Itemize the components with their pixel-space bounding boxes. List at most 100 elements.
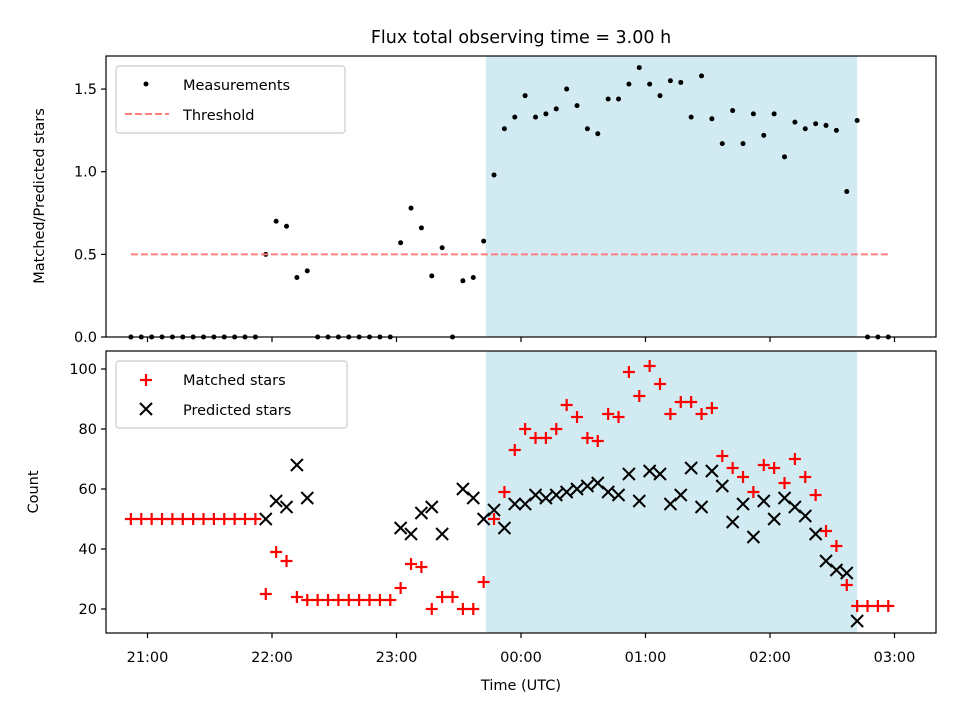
measurement-point [553, 106, 559, 112]
matched-point [446, 591, 459, 603]
shaded-region [485, 56, 858, 337]
matched-point [373, 594, 386, 606]
measurement-point [273, 218, 279, 224]
measurement-point [533, 114, 539, 120]
predicted-point [829, 563, 844, 577]
measurement-point [543, 111, 549, 117]
matched-point [135, 513, 148, 525]
measurement-point [813, 121, 819, 127]
measurement-point [418, 225, 424, 231]
measurement-point [719, 141, 725, 147]
measurement-point [792, 119, 798, 125]
matched-point [156, 513, 169, 525]
measurement-point [439, 245, 445, 251]
predicted-point [497, 521, 512, 535]
matched-point [197, 513, 210, 525]
measurement-point [522, 93, 528, 99]
bottom-panel: 20 40 60 80 100 21:00 22:00 23:00 00:00 01:00 02:… [26, 350, 937, 694]
matched-point [529, 432, 542, 444]
matched-point [581, 432, 594, 444]
measurement-point [636, 65, 642, 71]
matched-point [622, 366, 635, 378]
measurement-point [574, 103, 580, 109]
y-tick-label: 1.0 [74, 165, 97, 181]
y-tick-label: 20 [79, 602, 97, 618]
legend-predicted-label: Predicted stars [183, 403, 291, 419]
matched-point [830, 540, 843, 552]
measurement-point [460, 278, 466, 284]
matched-point [384, 594, 397, 606]
predicted-point [404, 527, 418, 541]
measurement-point [584, 126, 590, 132]
bottom-panel-y-label: Count [26, 470, 42, 513]
predicted-point [611, 488, 626, 502]
matched-point [436, 591, 449, 603]
predicted-point [279, 500, 294, 514]
measurement-point [294, 274, 300, 280]
measurement-point [501, 126, 507, 132]
measurement-point [688, 114, 694, 120]
legend-predicted-marker [139, 402, 153, 416]
predicted-point [601, 485, 615, 499]
measurement-point [667, 78, 673, 84]
shaded-region [485, 351, 858, 633]
predicted-point [715, 479, 729, 493]
top-panel: 0.0 0.5 1.0 1.5 Matched/Predicted stars Mea… [32, 55, 937, 346]
matched-point [591, 435, 604, 447]
predicted-point [757, 494, 771, 508]
x-tick-label: 01:00 [625, 650, 667, 666]
matched-point [342, 594, 355, 606]
matched-point [747, 486, 760, 498]
matched-point [757, 459, 770, 471]
top-panel-y-label: Matched/Predicted stars [32, 108, 48, 284]
predicted-point [435, 527, 449, 541]
predicted-point [259, 512, 273, 526]
matched-point [218, 513, 231, 525]
measurement-point [616, 96, 622, 102]
predicted-point [653, 467, 667, 481]
predicted-point [705, 464, 719, 478]
matched-point [301, 594, 314, 606]
matched-point [602, 408, 615, 420]
matched-point [249, 513, 262, 525]
matched-point [270, 546, 283, 558]
predicted-point [290, 458, 304, 472]
matched-point [467, 603, 480, 615]
measurement-point [408, 205, 414, 211]
matched-point [145, 513, 158, 525]
matched-point [425, 603, 438, 615]
matched-point [654, 378, 667, 390]
measurement-point [699, 73, 705, 79]
predicted-point [300, 491, 314, 505]
measurement-point [844, 189, 850, 195]
predicted-point [746, 530, 761, 544]
matched-point [778, 477, 791, 489]
matched-point [332, 594, 345, 606]
y-tick-label: 1.5 [74, 82, 97, 98]
predicted-point [559, 485, 574, 499]
matched-point [166, 513, 179, 525]
matched-point [124, 513, 137, 525]
matched-point [685, 396, 698, 408]
predicted-point [684, 461, 698, 475]
matched-point [539, 432, 552, 444]
legend-measurements-label: Measurements [183, 78, 290, 94]
matched-point [519, 423, 532, 435]
y-tick-label: 0.0 [74, 330, 97, 346]
y-tick-label: 0.5 [74, 247, 97, 263]
measurement-point [512, 114, 518, 120]
predicted-point [393, 521, 408, 535]
measurement-point [750, 111, 756, 117]
predicted-point [725, 515, 740, 529]
predicted-point [487, 503, 501, 517]
matched-point [311, 594, 324, 606]
matched-point [187, 513, 200, 525]
predicted-point [466, 491, 480, 505]
matched-point [674, 396, 687, 408]
matched-point [695, 408, 708, 420]
measurement-point [761, 132, 767, 138]
bottom-panel-shaded-region [485, 351, 858, 633]
x-tick-label: 21:00 [127, 650, 169, 666]
matched-point [851, 600, 864, 612]
predicted-point [767, 512, 781, 526]
